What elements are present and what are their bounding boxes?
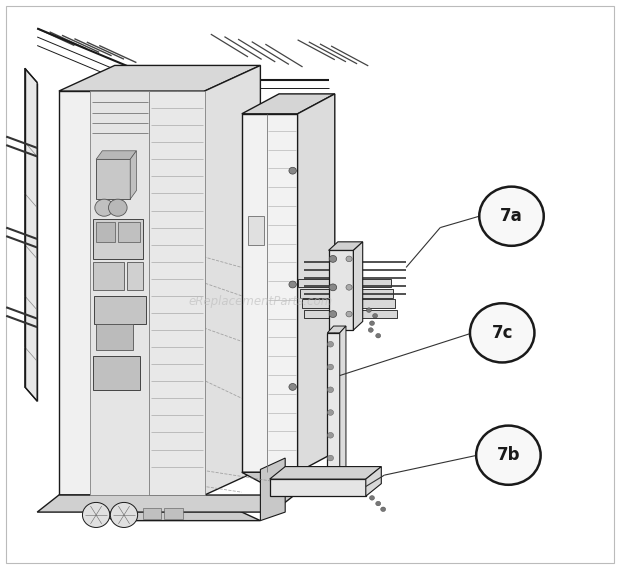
Circle shape <box>327 364 334 370</box>
Polygon shape <box>353 242 363 330</box>
Polygon shape <box>149 91 205 495</box>
Polygon shape <box>298 94 335 472</box>
Circle shape <box>370 496 374 500</box>
Polygon shape <box>59 65 260 91</box>
Text: 7a: 7a <box>500 207 523 225</box>
Circle shape <box>108 199 127 216</box>
Polygon shape <box>93 356 140 390</box>
Polygon shape <box>37 495 294 512</box>
Circle shape <box>329 284 337 291</box>
Circle shape <box>376 333 381 338</box>
Circle shape <box>327 410 334 415</box>
Circle shape <box>479 187 544 246</box>
Polygon shape <box>164 508 183 519</box>
Circle shape <box>346 256 352 262</box>
Polygon shape <box>340 326 346 475</box>
Text: 7b: 7b <box>497 446 520 464</box>
Circle shape <box>327 432 334 438</box>
Circle shape <box>329 255 337 262</box>
Circle shape <box>327 455 334 461</box>
Circle shape <box>289 167 296 174</box>
Circle shape <box>346 284 352 290</box>
Circle shape <box>329 311 337 318</box>
Polygon shape <box>96 159 130 199</box>
Polygon shape <box>260 458 285 521</box>
Circle shape <box>366 308 371 312</box>
Circle shape <box>373 314 378 318</box>
Polygon shape <box>329 250 353 330</box>
Polygon shape <box>96 222 115 242</box>
Circle shape <box>327 341 334 347</box>
Polygon shape <box>327 326 346 333</box>
Polygon shape <box>242 472 335 492</box>
Polygon shape <box>59 91 205 495</box>
Polygon shape <box>270 479 366 496</box>
Circle shape <box>327 387 334 393</box>
Circle shape <box>289 281 296 288</box>
Polygon shape <box>242 94 335 114</box>
Polygon shape <box>304 310 397 318</box>
Circle shape <box>289 384 296 390</box>
Circle shape <box>95 199 113 216</box>
Polygon shape <box>127 262 143 290</box>
Polygon shape <box>96 324 133 350</box>
Polygon shape <box>270 467 381 479</box>
Circle shape <box>370 321 374 325</box>
Polygon shape <box>90 91 149 495</box>
Circle shape <box>368 328 373 332</box>
Polygon shape <box>205 65 260 495</box>
Polygon shape <box>25 68 37 401</box>
Polygon shape <box>366 467 381 496</box>
Polygon shape <box>130 151 136 199</box>
Polygon shape <box>94 296 146 324</box>
Polygon shape <box>298 279 391 287</box>
Polygon shape <box>248 216 264 245</box>
Circle shape <box>82 502 110 527</box>
Polygon shape <box>93 219 143 259</box>
Circle shape <box>470 303 534 362</box>
Polygon shape <box>242 114 298 472</box>
Circle shape <box>476 426 541 485</box>
Circle shape <box>376 501 381 506</box>
Circle shape <box>381 507 386 512</box>
Text: eReplacementParts.com: eReplacementParts.com <box>188 295 332 308</box>
Text: 7c: 7c <box>492 324 513 342</box>
Polygon shape <box>96 151 136 159</box>
Circle shape <box>110 502 138 527</box>
Polygon shape <box>327 333 340 475</box>
Polygon shape <box>302 299 395 308</box>
Polygon shape <box>329 242 363 250</box>
Polygon shape <box>118 222 140 242</box>
Polygon shape <box>93 262 124 290</box>
Circle shape <box>346 311 352 317</box>
Polygon shape <box>300 289 393 298</box>
Polygon shape <box>143 508 161 519</box>
Polygon shape <box>59 495 260 521</box>
